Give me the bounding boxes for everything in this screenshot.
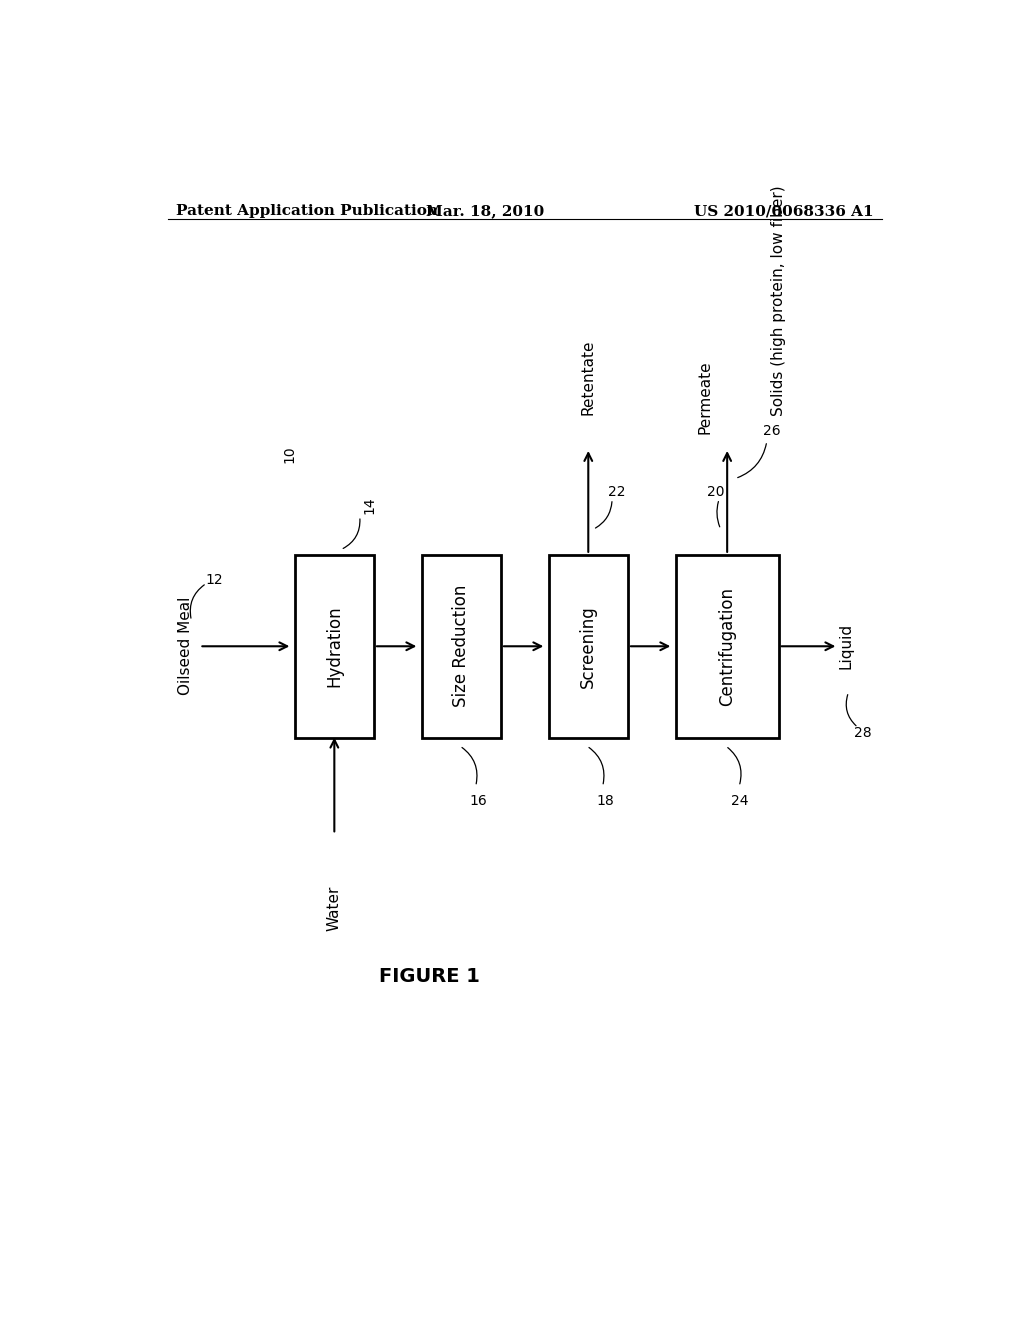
Text: 16: 16 (469, 793, 487, 808)
Bar (295, 554, 374, 738)
Text: Oilseed Meal: Oilseed Meal (178, 597, 194, 696)
Text: Screening: Screening (580, 605, 597, 688)
Text: FIGURE 1: FIGURE 1 (379, 968, 480, 986)
Text: Permeate: Permeate (697, 360, 713, 434)
Text: Liquid: Liquid (839, 623, 854, 669)
Text: 14: 14 (362, 496, 376, 515)
Text: 24: 24 (731, 793, 749, 808)
Text: 18: 18 (596, 793, 614, 808)
Text: 28: 28 (854, 726, 871, 739)
Text: Centrifugation: Centrifugation (718, 587, 736, 706)
Bar (549, 554, 628, 738)
Text: 12: 12 (205, 573, 222, 587)
Text: 22: 22 (608, 484, 626, 499)
Text: Retentate: Retentate (581, 339, 596, 414)
Text: 26: 26 (763, 424, 780, 438)
Text: Patent Application Publication: Patent Application Publication (176, 205, 437, 218)
Text: US 2010/0068336 A1: US 2010/0068336 A1 (694, 205, 873, 218)
Text: Mar. 18, 2010: Mar. 18, 2010 (426, 205, 544, 218)
Text: Size Reduction: Size Reduction (453, 585, 470, 708)
Text: Solids (high protein, low fiber): Solids (high protein, low fiber) (771, 185, 786, 416)
Text: 20: 20 (708, 484, 725, 499)
Bar (422, 554, 501, 738)
Bar (676, 554, 778, 738)
Text: Hydration: Hydration (326, 606, 343, 688)
Text: 10: 10 (283, 446, 297, 463)
Text: Water: Water (327, 886, 342, 931)
